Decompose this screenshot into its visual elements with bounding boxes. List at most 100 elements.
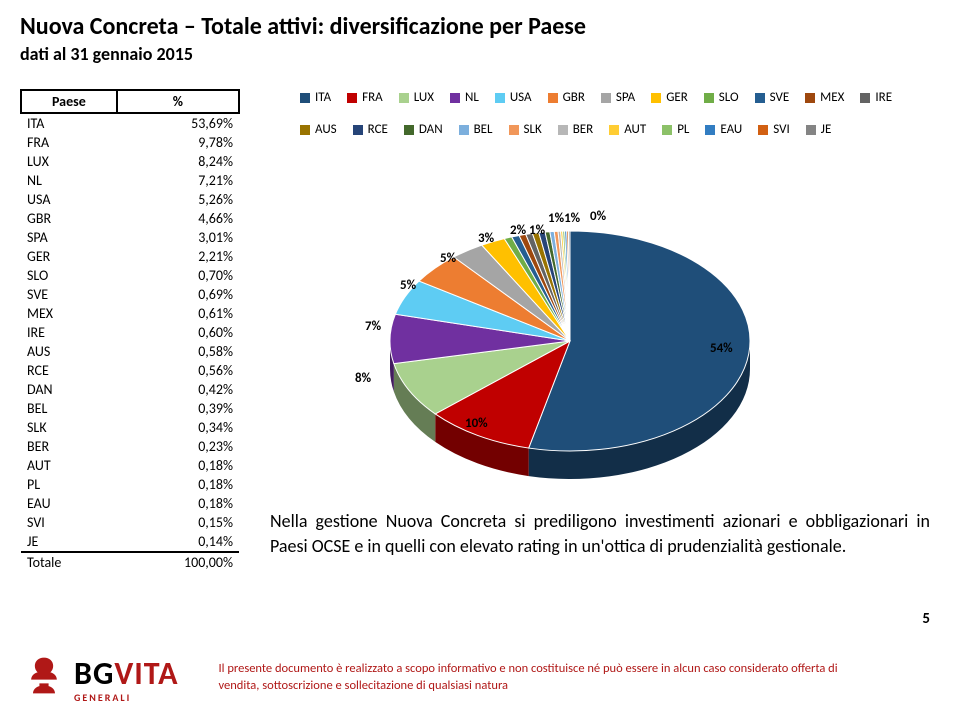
table-cell-country: NL: [21, 171, 117, 190]
table-row: FRA9,78%: [21, 133, 239, 152]
table-cell-pct: 4,66%: [117, 209, 239, 228]
legend-label: GBR: [563, 89, 585, 107]
legend-label: GER: [666, 89, 688, 107]
table-row: PL0,18%: [21, 475, 239, 494]
table-cell-country: FRA: [21, 133, 117, 152]
legend-item: FRA: [347, 89, 383, 107]
disclaimer: Il presente documento è realizzato a sco…: [219, 661, 839, 695]
legend-swatch: [495, 93, 505, 103]
table-cell-country: SLO: [21, 266, 117, 285]
table-row: USA5,26%: [21, 190, 239, 209]
legend-label: SVI: [773, 121, 790, 139]
logo-bg: BG: [74, 658, 114, 690]
table-row: GER2,21%: [21, 247, 239, 266]
table-row: BER0,23%: [21, 437, 239, 456]
legend-label: DAN: [419, 121, 443, 139]
table-row: LUX8,24%: [21, 152, 239, 171]
table-row: IRE0,60%: [21, 323, 239, 342]
table-col-pct: %: [117, 90, 239, 113]
legend-item: IRE: [860, 89, 892, 107]
legend-label: PL: [677, 121, 689, 139]
country-table: Paese % ITA53,69%FRA9,78%LUX8,24%NL7,21%…: [20, 89, 240, 572]
table-row: AUS0,58%: [21, 342, 239, 361]
legend-swatch: [450, 93, 460, 103]
table-total-label: Totale: [21, 552, 117, 572]
table-cell-pct: 5,26%: [117, 190, 239, 209]
table-cell-pct: 0,61%: [117, 304, 239, 323]
pie-pct-label: 5%: [440, 251, 456, 266]
legend-swatch: [347, 93, 357, 103]
legend-label: SLK: [524, 121, 542, 139]
table-cell-country: IRE: [21, 323, 117, 342]
legend-label: AUT: [624, 121, 646, 139]
table-row: SPA3,01%: [21, 228, 239, 247]
table-row: ITA53,69%: [21, 113, 239, 133]
table-cell-country: BEL: [21, 399, 117, 418]
pie-pct-label: 1%1%: [548, 211, 580, 226]
pie-pct-label: 10%: [465, 416, 488, 431]
pie-chart: 54%10%8%7%5%5%3%2% 1%1%1%0%: [270, 151, 830, 491]
legend-item: ITA: [300, 89, 331, 107]
logo-vita: VITA: [114, 658, 178, 690]
legend-swatch: [806, 125, 816, 135]
table-cell-country: SVI: [21, 513, 117, 532]
logo: BGVITA GENERALI: [22, 654, 179, 703]
legend-swatch: [860, 93, 870, 103]
page-subtitle: dati al 31 gennaio 2015: [20, 43, 940, 65]
table-row: BEL0,39%: [21, 399, 239, 418]
logo-subtext: GENERALI: [74, 693, 179, 703]
table-cell-country: ITA: [21, 113, 117, 133]
table-cell-pct: 0,18%: [117, 475, 239, 494]
table-cell-pct: 2,21%: [117, 247, 239, 266]
logo-text: BGVITA: [74, 658, 179, 690]
legend-label: MEX: [820, 89, 844, 107]
legend-item: GER: [651, 89, 688, 107]
legend-item: GBR: [548, 89, 585, 107]
table-cell-country: USA: [21, 190, 117, 209]
legend-swatch: [399, 93, 409, 103]
legend-swatch: [601, 93, 611, 103]
legend-item: SPA: [601, 89, 635, 107]
table-row: RCE0,56%: [21, 361, 239, 380]
legend-item: BER: [558, 121, 593, 139]
legend-item: MEX: [805, 89, 844, 107]
legend-swatch: [755, 93, 765, 103]
legend-item: AUT: [609, 121, 646, 139]
table-row: SVI0,15%: [21, 513, 239, 532]
legend-swatch: [662, 125, 672, 135]
table-cell-pct: 0,23%: [117, 437, 239, 456]
legend-item: SLK: [509, 121, 542, 139]
table-row: DAN0,42%: [21, 380, 239, 399]
table-cell-pct: 0,58%: [117, 342, 239, 361]
legend-label: SLO: [719, 89, 739, 107]
legend-label: BER: [573, 121, 593, 139]
table-row: AUT0,18%: [21, 456, 239, 475]
legend-label: SVE: [770, 89, 790, 107]
table-row: EAU0,18%: [21, 494, 239, 513]
legend-swatch: [651, 93, 661, 103]
table-cell-country: SPA: [21, 228, 117, 247]
table-cell-pct: 3,01%: [117, 228, 239, 247]
legend-swatch: [558, 125, 568, 135]
page-title: Nuova Concreta – Totale attivi: diversif…: [20, 12, 940, 41]
legend-item: BEL: [459, 121, 493, 139]
legend-item: EAU: [705, 121, 742, 139]
table-cell-pct: 53,69%: [117, 113, 239, 133]
legend-swatch: [300, 93, 310, 103]
legend-swatch: [404, 125, 414, 135]
legend-swatch: [548, 93, 558, 103]
table-row: SLO0,70%: [21, 266, 239, 285]
legend-label: ITA: [315, 89, 331, 107]
pie-pct-label: 0%: [590, 209, 606, 224]
pie-pct-label: 2% 1%: [510, 223, 545, 238]
table-cell-country: AUT: [21, 456, 117, 475]
table-cell-country: PL: [21, 475, 117, 494]
table-row: JE0,14%: [21, 532, 239, 552]
table-cell-country: LUX: [21, 152, 117, 171]
legend-item: JE: [806, 121, 832, 139]
table-cell-country: AUS: [21, 342, 117, 361]
legend-label: AUS: [315, 121, 337, 139]
table-cell-pct: 7,21%: [117, 171, 239, 190]
generali-lion-icon: [22, 654, 66, 703]
pie-pct-label: 8%: [355, 371, 371, 386]
